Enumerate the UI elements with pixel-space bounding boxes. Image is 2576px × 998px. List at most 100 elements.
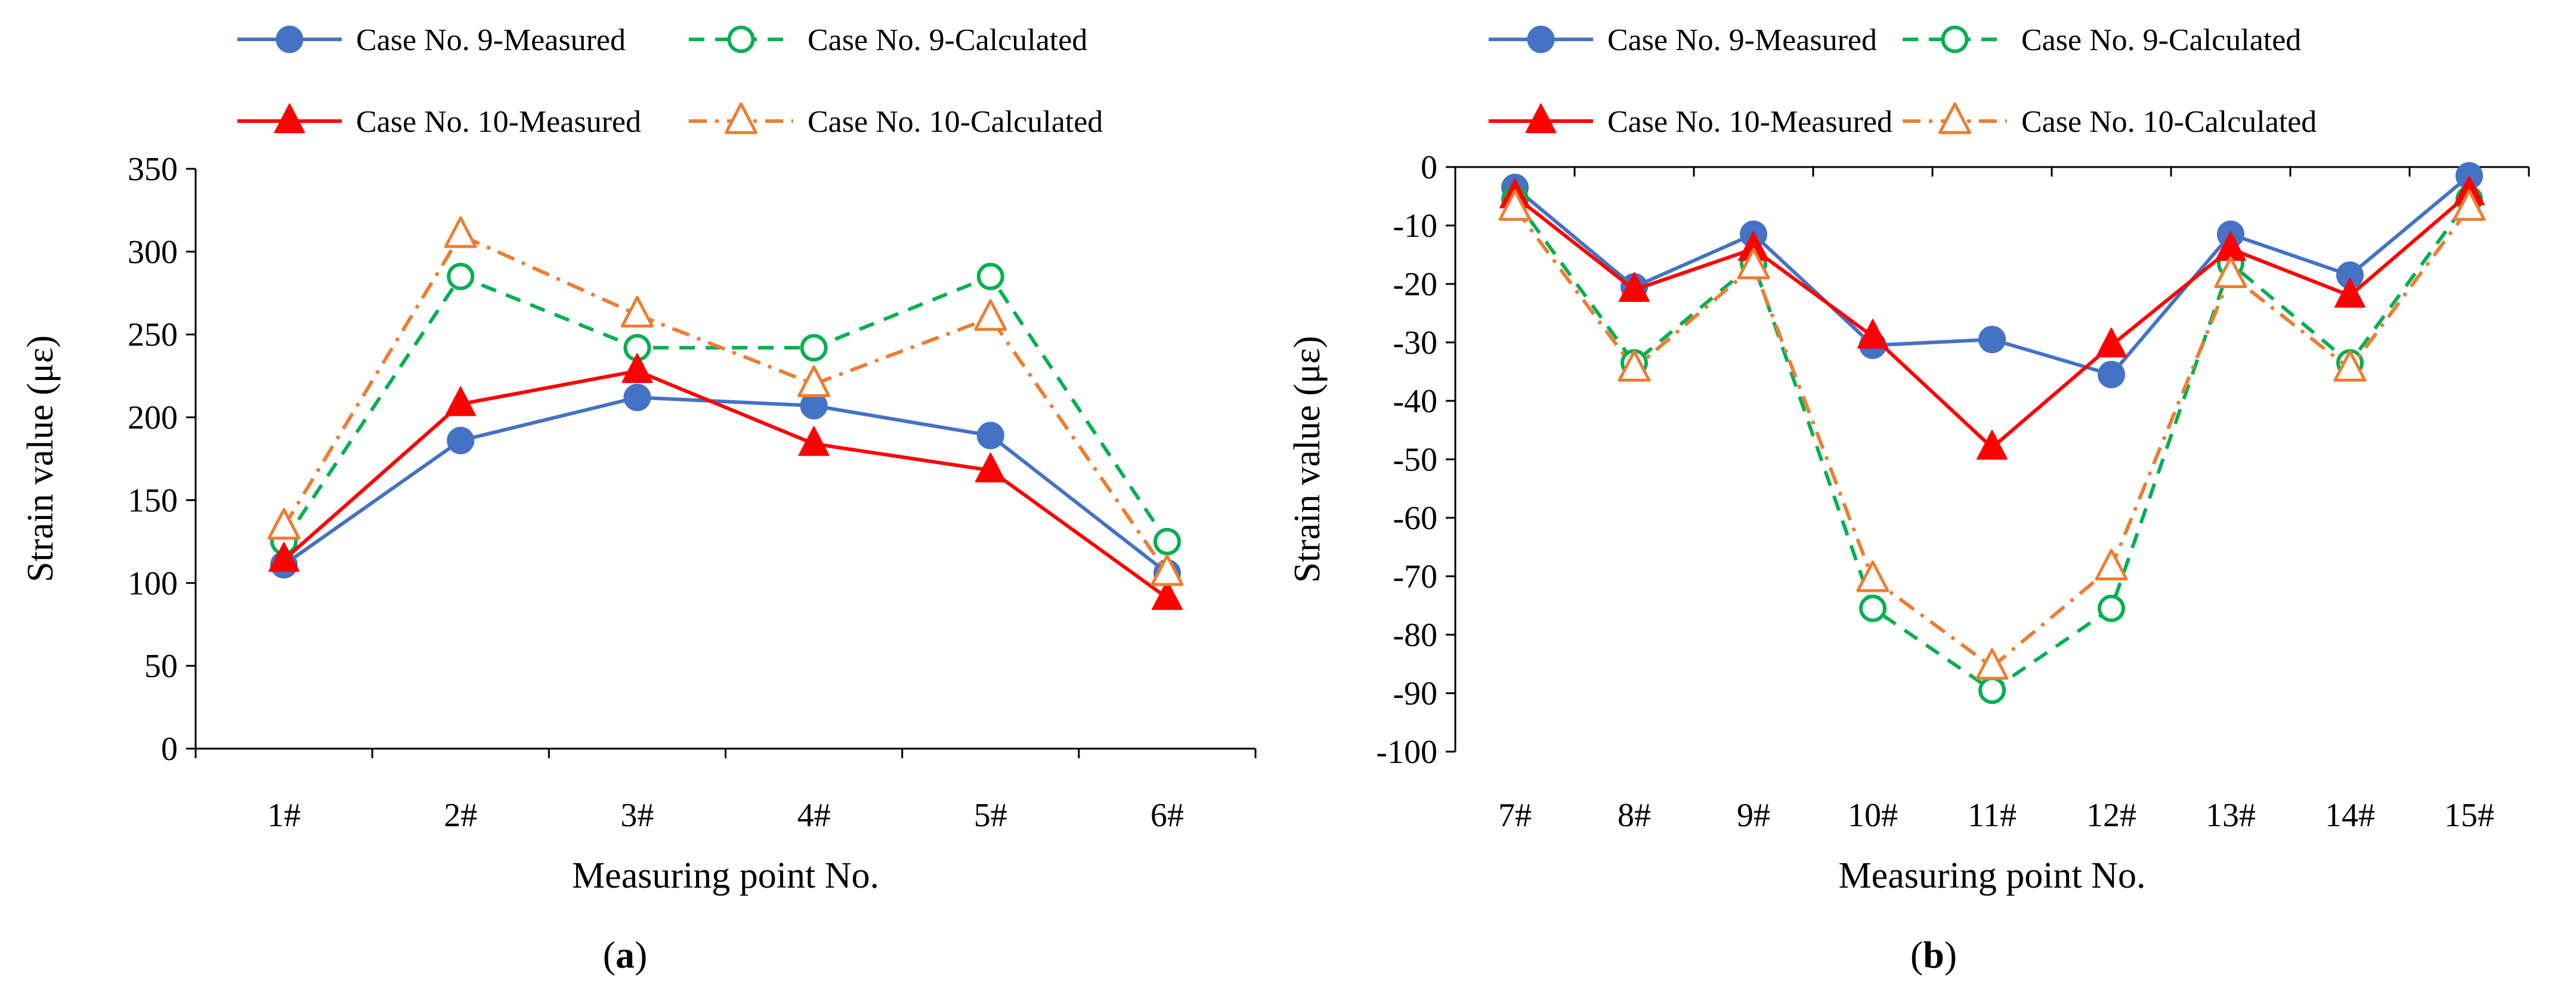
chart-a-x-tick-label: 4#: [797, 797, 831, 834]
chart-b-data-point: [1978, 676, 2006, 705]
chart-a-data-point: [447, 262, 475, 291]
chart-a-data-point: [620, 296, 654, 328]
chart-a-y-tick-label: 50: [144, 648, 178, 685]
chart-a-legend-marker: [276, 26, 304, 53]
chart-b-legend-label: Case No. 9-Measured: [1607, 23, 1877, 57]
chart-b-data-point: [1856, 560, 1890, 592]
chart-a-y-tick-label: 300: [128, 234, 178, 271]
chart-a-legend-label: Case No. 10-Calculated: [808, 105, 1103, 139]
chart-b-x-tick-label: 14#: [2325, 797, 2375, 834]
chart-a-data-point: [267, 508, 301, 540]
chart-a-x-tick-label: 2#: [444, 797, 477, 834]
chart-b-legend-item: Case No. 9-Measured: [1489, 23, 1877, 57]
chart-a-y-axis-label: Strain value (με): [20, 335, 61, 582]
chart-b-y-axis-label: Strain value (με): [1288, 336, 1328, 583]
chart-b-series-line: [1514, 191, 2470, 450]
chart-a-series-1: [270, 384, 1181, 587]
chart-a-data-point: [974, 299, 1007, 331]
chart-a-data-point: [1153, 527, 1181, 555]
chart-a-x-axis-label: Measuring point No.: [572, 855, 879, 896]
chart-a-series-4: [267, 216, 1184, 586]
chart-a-svg: Case No. 9-Measured Case No. 9-Calculated…: [20, 23, 1257, 976]
chart-b-legend-marker: [1941, 26, 1969, 53]
chart-a-x-tick-label: 3#: [620, 797, 654, 834]
chart-b-y-tick-label: -40: [1393, 383, 1437, 420]
chart-a-data-point: [976, 262, 1004, 291]
chart-b-data-point: [2453, 189, 2486, 221]
chart-a-series-3: [268, 353, 1183, 610]
chart-a-data-point: [444, 216, 477, 248]
chart-b-data-point: [2333, 350, 2367, 382]
chart-a-legend-marker: [725, 102, 757, 134]
chart-b-data-point: [1978, 326, 2006, 354]
chart-a-series-line: [283, 396, 1168, 574]
chart-b-data-point: [2098, 594, 2125, 622]
chart-a-caption: (a): [603, 934, 648, 976]
chart-b-x-tick-label: 10#: [1848, 797, 1898, 834]
chart-b-x-tick-label: 7#: [1498, 797, 1532, 834]
chart-b-caption-letter: b: [1923, 934, 1944, 976]
chart-a-data-point: [800, 333, 828, 361]
chart-a-data-point: [798, 426, 830, 456]
chart-b-y-tick-label: -30: [1393, 325, 1437, 361]
chart-b-data-point: [1975, 648, 2009, 680]
chart-a-y-tick-label: 0: [161, 731, 178, 768]
chart-b-y-tick-label: 0: [1421, 149, 1437, 186]
chart-a-y-tick-label: 150: [128, 482, 178, 519]
chart-b-legend-label: Case No. 10-Measured: [1607, 105, 1892, 139]
chart-b-legend-marker: [1527, 26, 1555, 53]
chart-b-x-axis-label: Measuring point No.: [1839, 855, 2146, 896]
chart-b-legend-item: Case No. 10-Calculated: [1903, 102, 2317, 139]
chart-a-legend-marker: [274, 103, 305, 134]
chart-b-data-point: [1618, 350, 1651, 382]
chart-b-series-3: [1499, 175, 2485, 460]
chart-a-series-line: [282, 274, 1169, 543]
chart-a-legend-label: Case No. 10-Measured: [356, 105, 641, 139]
chart-b-legend-item: Case No. 10-Measured: [1489, 103, 1892, 139]
chart-b-data-point: [1498, 189, 1532, 221]
chart-b-legend-item: Case No. 9-Calculated: [1903, 23, 2301, 57]
chart-a-y-tick-label: 100: [128, 565, 178, 602]
chart-b-x-tick-label: 13#: [2206, 797, 2256, 834]
chart-b-x-ticks: 7# 8# 9# 10# 11# 12# 13# 14# 15#: [1454, 167, 2530, 834]
chart-b-legend: Case No. 9-Measured Case No. 9-Calculated…: [1489, 23, 2317, 139]
chart-a-y-tick-label: 200: [128, 400, 178, 437]
chart-b-y-tick-label: -10: [1393, 208, 1437, 245]
chart-a-caption-letter: a: [616, 934, 635, 976]
chart-b-x-tick-label: 11#: [1968, 797, 2017, 834]
chart-b-legend-marker: [1525, 103, 1557, 134]
chart-a-data-point: [1151, 580, 1183, 610]
chart-b-data-point: [2334, 277, 2365, 308]
chart-a-data-point: [268, 542, 300, 572]
chart-b-y-tick-label: -80: [1393, 617, 1437, 654]
chart-a-legend-item: Case No. 10-Calculated: [689, 102, 1103, 139]
chart-a-legend-item: Case No. 10-Measured: [237, 103, 641, 139]
chart-a-y-tick-label: 250: [128, 317, 178, 354]
chart-b-data-point: [1859, 594, 1887, 622]
chart-b-x-tick-label: 9#: [1737, 797, 1770, 834]
chart-b-data-point: [1619, 272, 1650, 302]
chart-b-caption: (b): [1910, 934, 1957, 976]
chart-a-series-line: [283, 369, 1168, 600]
chart-b-y-tick-label: -60: [1393, 500, 1437, 537]
chart-b-y-tick-label: -70: [1393, 558, 1437, 595]
chart-panel-b: Case No. 9-Measured Case No. 9-Calculated…: [1288, 0, 2576, 998]
chart-b-legend-label: Case No. 10-Calculated: [2021, 105, 2317, 139]
chart-a-series-line: [282, 233, 1169, 574]
chart-b-legend-marker: [1938, 102, 1971, 134]
chart-a-data-point: [976, 422, 1004, 450]
chart-b-legend-label: Case No. 9-Calculated: [2021, 23, 2301, 57]
chart-a-legend-item: Case No. 9-Calculated: [689, 23, 1087, 57]
chart-b-data-point: [1977, 430, 2008, 460]
chart-b-y-tick-label: -50: [1393, 441, 1437, 478]
chart-b-x-tick-label: 8#: [1618, 797, 1651, 834]
chart-a-data-point: [445, 386, 477, 416]
chart-a-data-point: [797, 365, 831, 397]
chart-a-y-ticks: 0 50 100 150 200 250 300 350: [128, 151, 196, 768]
chart-b-data-point: [1737, 248, 1770, 280]
chart-a-legend-marker: [727, 26, 755, 53]
chart-a-data-point: [975, 452, 1006, 483]
chart-b-data-point: [2095, 549, 2128, 580]
chart-b-data-point: [2096, 327, 2127, 358]
